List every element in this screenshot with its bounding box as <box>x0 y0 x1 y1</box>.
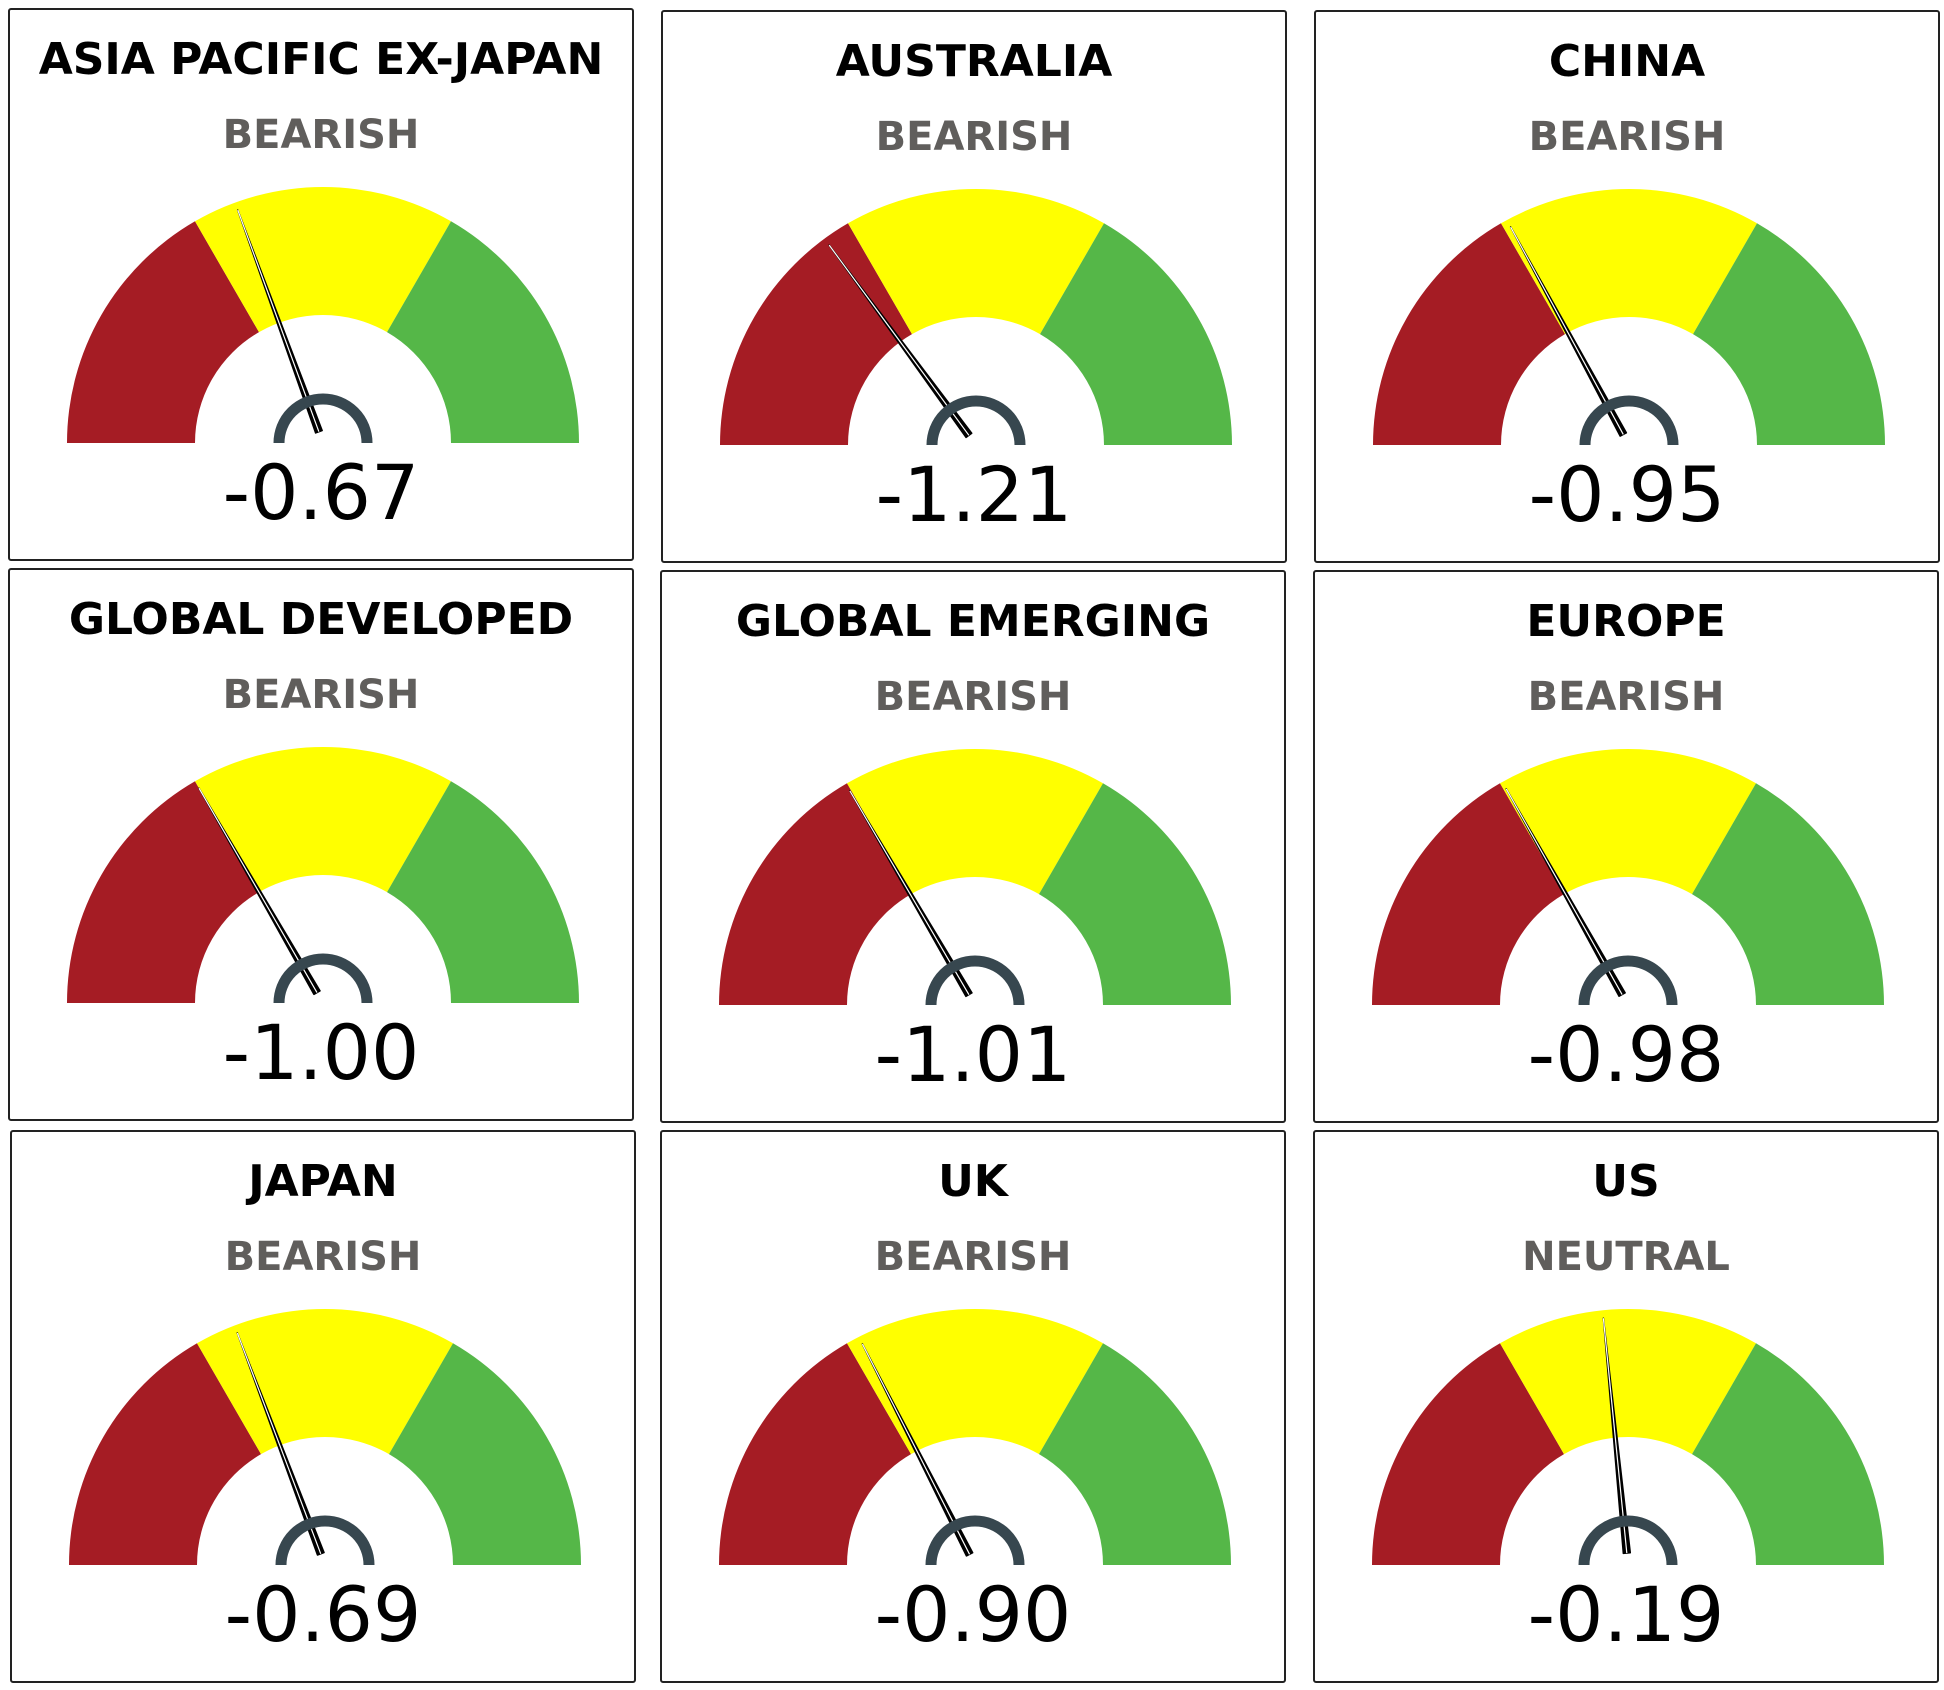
gauge-card-global-developed[interactable]: GLOBAL DEVELOPED BEARISH -1.00 <box>8 568 634 1121</box>
gauge-band-bearish <box>69 1343 261 1565</box>
gauge-band-bullish <box>1039 783 1231 1005</box>
gauge-band-bearish <box>67 221 259 443</box>
gauge-hub <box>275 1515 375 1566</box>
gauge-status: BEARISH <box>875 114 1073 160</box>
gauge-card-australia[interactable]: AUSTRALIA BEARISH -1.21 <box>661 10 1287 563</box>
gauge-value: -0.98 <box>1527 1010 1725 1099</box>
gauge-dial <box>67 747 579 1004</box>
gauge-needle-highlight <box>861 1343 971 1555</box>
gauge-hub <box>273 393 373 444</box>
gauge-dial <box>1372 749 1884 1006</box>
gauge-dial <box>1373 189 1885 446</box>
gauge-status: BEARISH <box>222 112 420 158</box>
gauge-hub <box>1578 955 1678 1006</box>
gauge-needle-highlight <box>236 1332 322 1554</box>
gauge-band-neutral <box>848 189 1104 335</box>
gauge-band-bearish <box>720 223 912 445</box>
gauge-band-bullish <box>387 221 579 443</box>
gauge-needle-highlight <box>849 790 970 995</box>
gauge-needle-highlight <box>828 244 970 436</box>
gauge-hub <box>925 1515 1025 1566</box>
gauge-dial <box>69 1309 581 1566</box>
gauge-title: UK <box>938 1156 1008 1207</box>
gauge-value: -1.01 <box>874 1010 1072 1099</box>
gauge-dial <box>1372 1309 1884 1566</box>
gauge-band-bullish <box>1693 223 1885 445</box>
gauge-title: GLOBAL DEVELOPED <box>68 594 574 645</box>
gauge-needle-highlight <box>1510 226 1624 435</box>
gauge-title: AUSTRALIA <box>835 36 1113 87</box>
gauge-band-neutral <box>1501 189 1757 335</box>
gauge-band-neutral <box>195 747 451 893</box>
gauge-band-bullish <box>1040 223 1232 445</box>
gauge-value: -0.19 <box>1527 1570 1725 1659</box>
gauge-band-bullish <box>389 1343 581 1565</box>
gauge-card-us[interactable]: US NEUTRAL -0.19 <box>1313 1130 1939 1683</box>
gauge-title: ASIA PACIFIC EX-JAPAN <box>38 34 604 85</box>
gauge-title: CHINA <box>1548 36 1706 87</box>
gauge-band-bullish <box>387 781 579 1003</box>
gauge-band-neutral <box>197 1309 453 1455</box>
gauge-band-bearish <box>1373 223 1565 445</box>
gauge-dial <box>67 187 579 444</box>
gauge-hub <box>273 953 373 1004</box>
gauge-hub <box>1579 395 1679 446</box>
gauge-value: -1.21 <box>875 450 1073 539</box>
gauge-status: BEARISH <box>1527 674 1725 720</box>
gauge-title: US <box>1592 1156 1660 1207</box>
gauge-status: BEARISH <box>224 1234 422 1280</box>
gauge-status: BEARISH <box>874 1234 1072 1280</box>
gauge-band-neutral <box>195 187 451 333</box>
gauge-value: -0.67 <box>222 448 420 537</box>
gauge-hub <box>926 395 1026 446</box>
gauge-card-japan[interactable]: JAPAN BEARISH -0.69 <box>10 1130 636 1683</box>
gauge-card-europe[interactable]: EUROPE BEARISH -0.98 <box>1313 570 1939 1123</box>
gauge-title: EUROPE <box>1526 596 1726 647</box>
gauge-band-neutral <box>1500 1309 1756 1455</box>
gauge-band-bearish <box>719 783 911 1005</box>
gauge-title: GLOBAL EMERGING <box>735 596 1211 647</box>
gauge-band-bullish <box>1039 1343 1231 1565</box>
gauge-status: BEARISH <box>874 674 1072 720</box>
gauge-needle-highlight <box>1505 788 1623 995</box>
gauge-card-asia-pacific-ex-japan[interactable]: ASIA PACIFIC EX-JAPAN BEARISH -0.67 <box>8 8 634 561</box>
gauge-band-neutral <box>847 1309 1103 1455</box>
gauge-needle-highlight <box>237 209 320 432</box>
gauge-needle-highlight <box>1602 1318 1628 1554</box>
gauge-hub <box>925 955 1025 1006</box>
gauge-value: -0.95 <box>1528 450 1726 539</box>
gauge-band-bearish <box>1372 783 1564 1005</box>
gauge-dial <box>719 1309 1231 1566</box>
gauge-card-global-emerging[interactable]: GLOBAL EMERGING BEARISH -1.01 <box>660 570 1286 1123</box>
gauge-band-bullish <box>1692 1343 1884 1565</box>
gauge-hub <box>1578 1515 1678 1566</box>
gauge-title: JAPAN <box>248 1156 398 1207</box>
gauge-band-neutral <box>847 749 1103 895</box>
gauge-card-china[interactable]: CHINA BEARISH -0.95 <box>1314 10 1940 563</box>
gauge-band-bearish <box>719 1343 911 1565</box>
gauge-status: BEARISH <box>222 672 420 718</box>
gauge-status: BEARISH <box>1528 114 1726 160</box>
gauge-band-bullish <box>1692 783 1884 1005</box>
gauge-dial <box>719 749 1231 1006</box>
gauge-card-uk[interactable]: UK BEARISH -0.90 <box>660 1130 1286 1683</box>
gauge-band-bearish <box>67 781 259 1003</box>
gauge-status: NEUTRAL <box>1522 1234 1730 1280</box>
gauge-band-bearish <box>1372 1343 1564 1565</box>
gauge-value: -0.69 <box>224 1570 422 1659</box>
gauge-dial <box>720 189 1232 446</box>
gauge-band-neutral <box>1500 749 1756 895</box>
gauge-value: -1.00 <box>222 1008 420 1097</box>
gauge-value: -0.90 <box>874 1570 1072 1659</box>
gauge-needle-highlight <box>198 787 318 993</box>
